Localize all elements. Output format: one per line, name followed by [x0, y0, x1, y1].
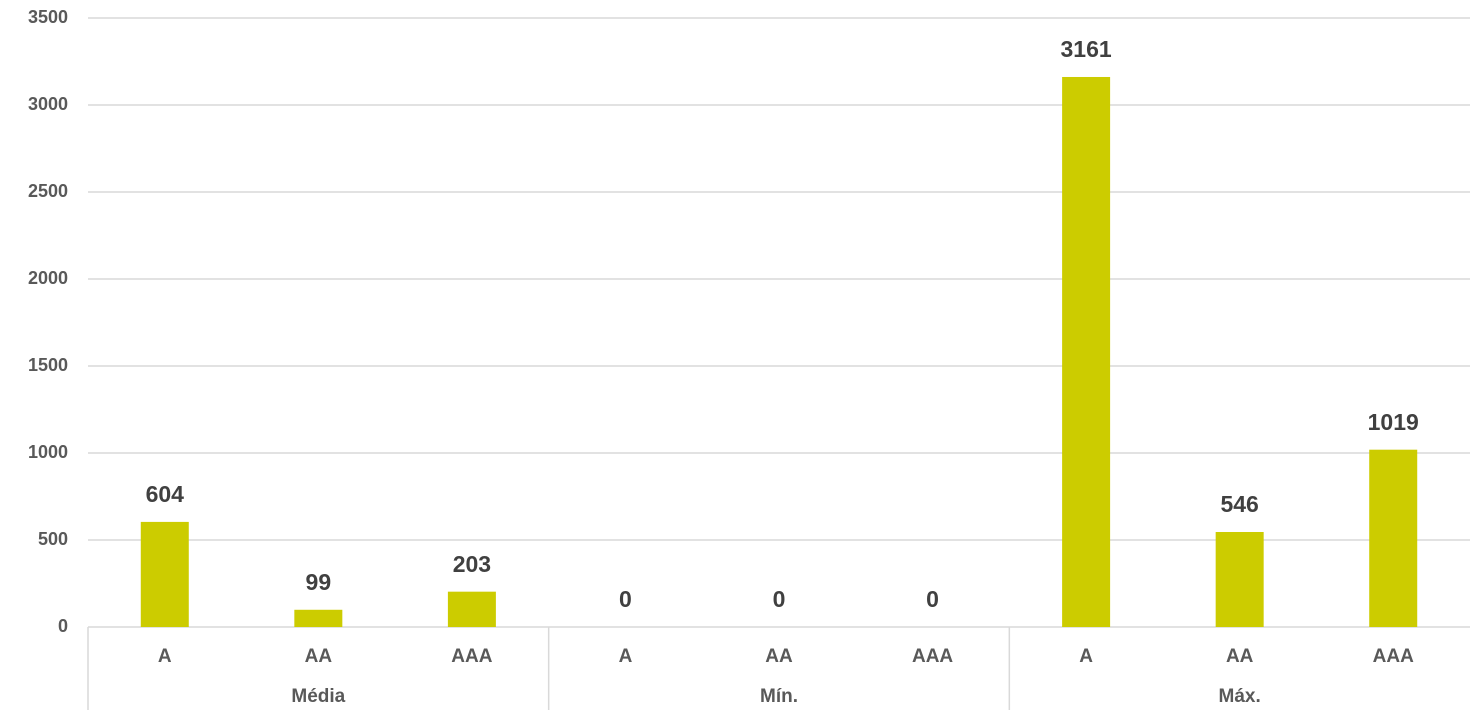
y-tick-label: 2500: [28, 181, 68, 201]
value-label: 546: [1220, 491, 1258, 517]
value-label: 0: [773, 586, 786, 612]
value-label: 3161: [1061, 36, 1112, 62]
value-label: 0: [619, 586, 632, 612]
value-label: 604: [146, 481, 185, 507]
y-tick-label: 0: [58, 616, 68, 636]
x-tick-label: AA: [765, 646, 793, 667]
y-tick-label: 500: [38, 529, 68, 549]
value-label: 203: [453, 551, 491, 577]
y-tick-label: 1500: [28, 355, 68, 375]
bar: [294, 609, 343, 627]
x-tick-label: AAA: [451, 646, 492, 667]
x-tick-label: AA: [305, 646, 333, 667]
y-tick-label: 2000: [28, 268, 68, 288]
value-label: 0: [926, 586, 939, 612]
x-tick-label: A: [158, 646, 172, 667]
group-label: Máx.: [1219, 686, 1261, 707]
group-label: Mín.: [760, 686, 798, 707]
bar: [447, 591, 496, 627]
x-tick-label: AAA: [912, 646, 953, 667]
x-tick-label: A: [1079, 646, 1093, 667]
y-tick-label: 1000: [28, 442, 68, 462]
bar: [1369, 449, 1418, 627]
x-tick-label: AAA: [1373, 646, 1414, 667]
x-tick-label: A: [619, 646, 633, 667]
y-tick-label: 3500: [28, 7, 68, 27]
value-label: 99: [306, 569, 332, 595]
bar: [1062, 76, 1111, 627]
value-label: 1019: [1368, 409, 1419, 435]
x-tick-label: AA: [1226, 646, 1254, 667]
y-tick-label: 3000: [28, 94, 68, 114]
bar: [140, 521, 189, 627]
bar: [1215, 531, 1264, 627]
group-label: Média: [291, 686, 345, 707]
